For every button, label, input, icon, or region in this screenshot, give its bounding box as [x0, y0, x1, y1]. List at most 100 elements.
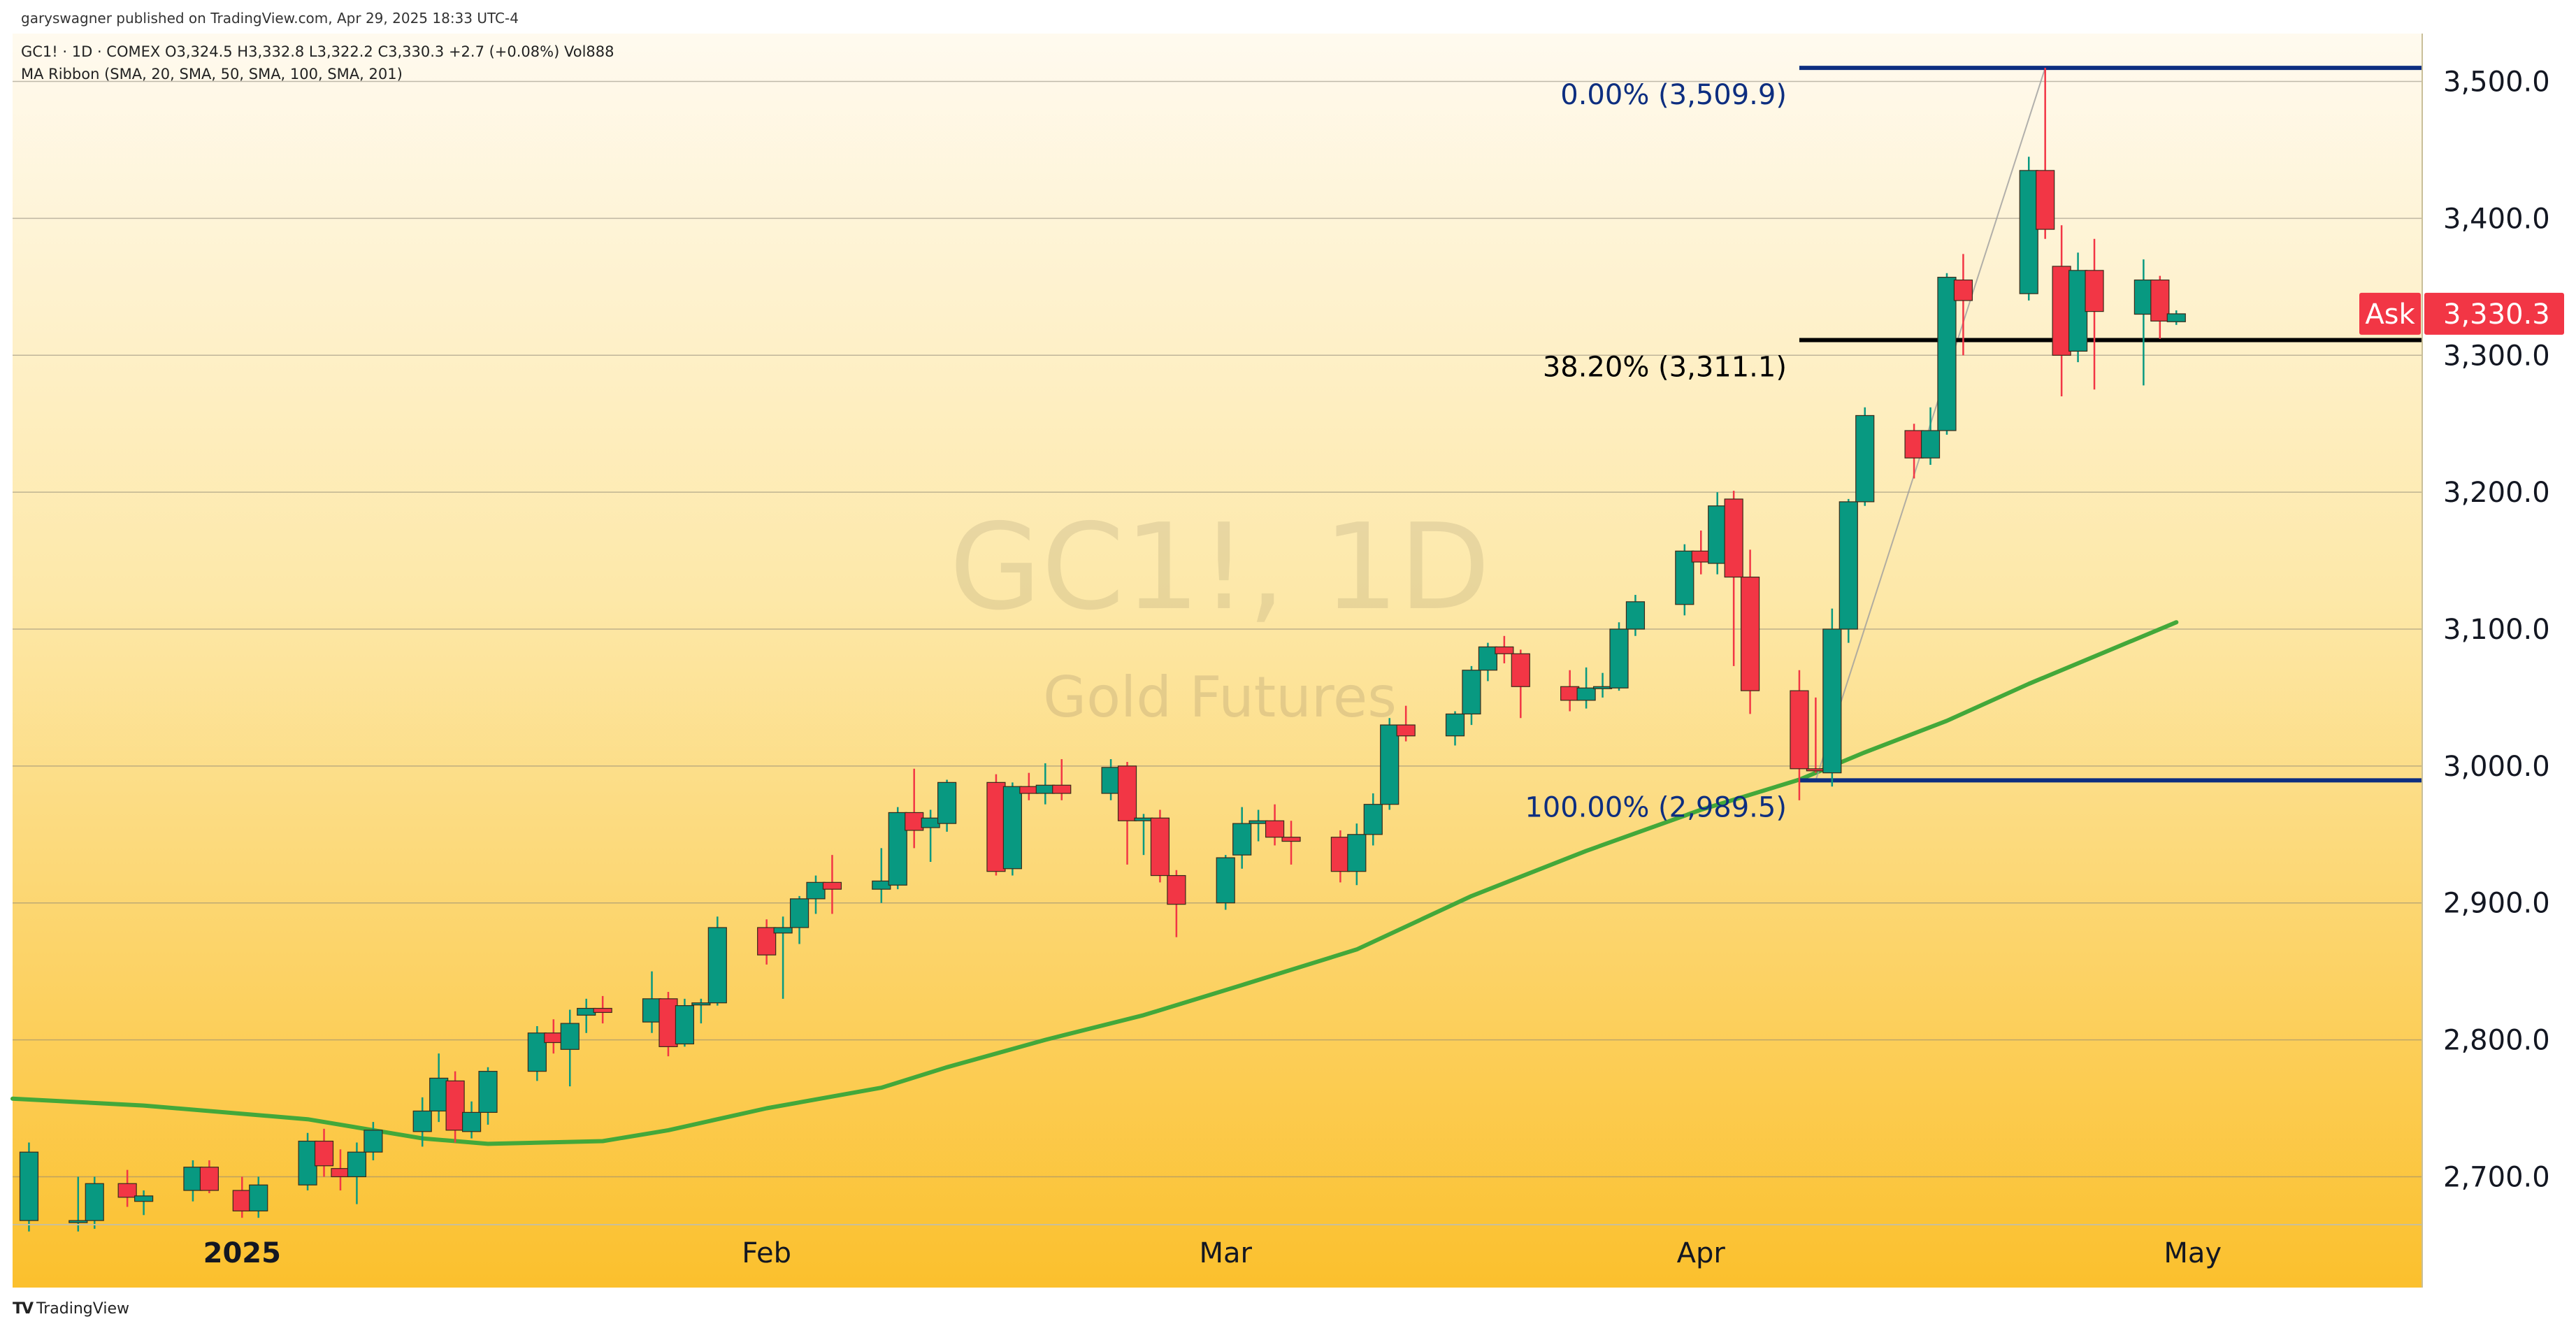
- candle-body[interactable]: [1363, 804, 1383, 835]
- candle-body[interactable]: [921, 817, 940, 828]
- candle-body[interactable]: [461, 1111, 482, 1132]
- candle-body[interactable]: [1380, 724, 1399, 805]
- candle-body[interactable]: [1150, 817, 1170, 877]
- candle-body[interactable]: [872, 880, 891, 890]
- candle-body[interactable]: [2052, 266, 2071, 356]
- candle-body[interactable]: [773, 927, 793, 934]
- candle-body[interactable]: [1937, 277, 1957, 431]
- candle-body[interactable]: [1035, 784, 1055, 794]
- candle-body[interactable]: [2134, 279, 2153, 315]
- ma-ribbon-legend[interactable]: MA Ribbon (SMA, 20, SMA, 50, SMA, 100, S…: [21, 66, 403, 82]
- candle-body[interactable]: [232, 1190, 252, 1212]
- candle-body[interactable]: [675, 1005, 695, 1045]
- candle-body[interactable]: [1281, 837, 1301, 842]
- candle-body[interactable]: [314, 1140, 334, 1167]
- candle-body[interactable]: [1216, 857, 1235, 904]
- candle-body[interactable]: [1708, 505, 1727, 564]
- candle-body[interactable]: [2150, 279, 2170, 322]
- candle-body[interactable]: [364, 1130, 383, 1153]
- candle-body[interactable]: [1232, 823, 1252, 856]
- time-tick-label: Mar: [1199, 1237, 1252, 1269]
- sma-line[interactable]: [10, 620, 2179, 1146]
- candle-body[interactable]: [1462, 670, 1481, 715]
- candle-body[interactable]: [1265, 820, 1285, 838]
- candle-body[interactable]: [1691, 550, 1711, 563]
- candle-body[interactable]: [331, 1168, 350, 1178]
- candle-body[interactable]: [2166, 313, 2186, 322]
- candle-body[interactable]: [1904, 430, 1924, 459]
- symbol-ohlc-legend[interactable]: GC1! · 1D · COMEX O3,324.5 H3,332.8 L3,3…: [21, 43, 614, 60]
- candle-body[interactable]: [249, 1184, 268, 1212]
- candle-body[interactable]: [199, 1167, 219, 1191]
- candle-body[interactable]: [527, 1032, 547, 1072]
- candle-body[interactable]: [2036, 170, 2055, 230]
- candle-body[interactable]: [2085, 270, 2104, 312]
- candle-body[interactable]: [757, 927, 777, 956]
- candle-body[interactable]: [1953, 279, 1973, 301]
- candle-body[interactable]: [183, 1167, 203, 1191]
- candle-body[interactable]: [347, 1151, 367, 1178]
- price-tick-label: 2,800.0: [2443, 1025, 2550, 1057]
- candle-body[interactable]: [478, 1071, 498, 1113]
- candle-body[interactable]: [1724, 498, 1743, 578]
- candle-body[interactable]: [1019, 786, 1039, 794]
- candle-body[interactable]: [19, 1151, 39, 1221]
- time-tick-label: Apr: [1677, 1237, 1726, 1269]
- candle-body[interactable]: [1445, 713, 1465, 737]
- candle-body[interactable]: [986, 781, 1006, 872]
- candle-body[interactable]: [1806, 768, 1825, 772]
- candle-body[interactable]: [888, 812, 907, 886]
- candle-body[interactable]: [298, 1140, 317, 1186]
- last-price-tag: Ask 3,330.3: [2359, 292, 2564, 335]
- candle-body[interactable]: [1920, 430, 1941, 459]
- candle-body[interactable]: [412, 1110, 432, 1132]
- candle-body[interactable]: [1609, 628, 1629, 689]
- candle-body[interactable]: [85, 1183, 104, 1221]
- candle-body[interactable]: [2068, 270, 2088, 352]
- tradingview-footer[interactable]: 𝗧𝗩 TradingView: [13, 1300, 129, 1318]
- candle-body[interactable]: [560, 1023, 580, 1050]
- candle-body[interactable]: [117, 1183, 137, 1198]
- candle-body[interactable]: [1101, 767, 1121, 794]
- candle-body[interactable]: [937, 781, 957, 824]
- candle-body[interactable]: [593, 1007, 612, 1014]
- candle-body[interactable]: [1052, 784, 1072, 794]
- candle-body[interactable]: [1117, 765, 1137, 821]
- candle-body[interactable]: [1855, 415, 1875, 503]
- candle-body[interactable]: [1822, 628, 1842, 774]
- candle-body[interactable]: [1478, 646, 1498, 671]
- candle-body[interactable]: [1002, 786, 1022, 870]
- candle-body[interactable]: [1675, 550, 1694, 605]
- candle-body[interactable]: [2019, 170, 2038, 294]
- candle-body[interactable]: [1625, 601, 1646, 630]
- candle-body[interactable]: [1839, 501, 1858, 630]
- candle-body[interactable]: [1347, 834, 1367, 872]
- candle-body[interactable]: [789, 898, 810, 928]
- candle-body[interactable]: [905, 812, 924, 831]
- candle-body[interactable]: [69, 1220, 88, 1223]
- candle-body[interactable]: [1330, 837, 1350, 872]
- candle-body[interactable]: [1576, 687, 1596, 701]
- candle-body[interactable]: [1396, 724, 1416, 737]
- candle-body[interactable]: [1249, 820, 1268, 824]
- candle-body[interactable]: [445, 1080, 465, 1131]
- candle-body[interactable]: [659, 998, 678, 1047]
- candle-body[interactable]: [1134, 817, 1153, 821]
- candle-body[interactable]: [429, 1077, 449, 1112]
- candle-body[interactable]: [134, 1195, 154, 1202]
- candle-body[interactable]: [1495, 646, 1514, 654]
- candle-body[interactable]: [1592, 686, 1613, 689]
- candle-body[interactable]: [691, 1002, 711, 1006]
- candle-body[interactable]: [1167, 874, 1186, 905]
- candle-body[interactable]: [1790, 690, 1809, 770]
- candle-body[interactable]: [822, 881, 842, 890]
- candle-body[interactable]: [544, 1032, 563, 1044]
- candle-body[interactable]: [806, 881, 826, 900]
- candle-body[interactable]: [577, 1007, 596, 1016]
- candle-body[interactable]: [1560, 686, 1580, 701]
- candle-body[interactable]: [642, 998, 662, 1023]
- candle-body[interactable]: [1511, 653, 1530, 687]
- candle-body[interactable]: [707, 927, 727, 1004]
- candle-body[interactable]: [1740, 576, 1760, 691]
